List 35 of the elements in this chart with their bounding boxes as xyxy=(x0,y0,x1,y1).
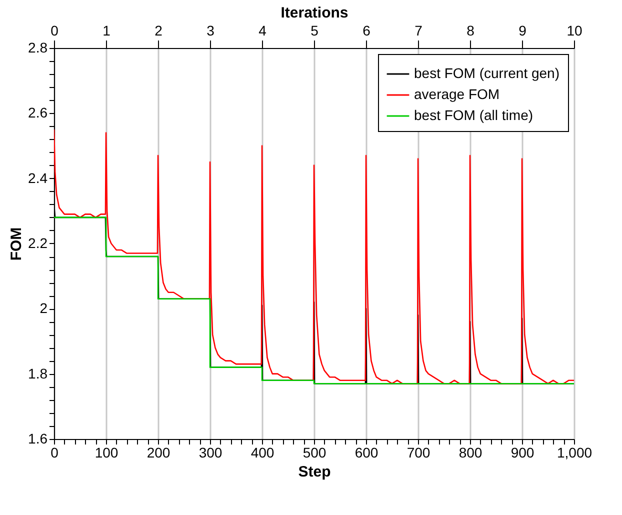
x-tick-label: 1,000 xyxy=(556,444,592,460)
x2-tick-label: 5 xyxy=(310,22,319,38)
x-tick-label: 300 xyxy=(198,444,222,460)
x2-tick-label: 7 xyxy=(414,22,423,38)
x2-tick-label: 4 xyxy=(258,22,267,38)
y-tick-label: 2.8 xyxy=(28,40,48,56)
y-tick-label: 1.6 xyxy=(28,430,48,446)
y-axis-title: FOM xyxy=(8,227,26,261)
y-tick-label: 2.4 xyxy=(28,170,48,186)
x-tick-label: 600 xyxy=(354,444,378,460)
x-tick-label: 100 xyxy=(94,444,118,460)
x-tick-label: 400 xyxy=(250,444,274,460)
legend-label: best FOM (current gen) xyxy=(414,65,560,81)
x2-tick-label: 1 xyxy=(102,22,111,38)
x-tick-label: 500 xyxy=(302,444,326,460)
x2-tick-label: 2 xyxy=(154,22,163,38)
x-tick-label: 0 xyxy=(50,444,59,460)
x2-tick-label: 3 xyxy=(206,22,215,38)
x2-tick-label: 9 xyxy=(518,22,527,38)
x2-tick-label: 8 xyxy=(466,22,475,38)
x-axis-title: Step xyxy=(298,464,331,480)
x2-tick-label: 6 xyxy=(362,22,371,38)
x-tick-label: 800 xyxy=(458,444,482,460)
y-tick-label: 2.2 xyxy=(28,235,48,251)
legend-label: best FOM (all time) xyxy=(414,107,534,123)
x-tick-label: 200 xyxy=(146,444,170,460)
x2-axis-title: Iterations xyxy=(280,4,348,22)
legend-label: average FOM xyxy=(414,86,500,102)
y-tick-label: 2.6 xyxy=(28,104,48,121)
y-tick-label: 2 xyxy=(40,300,48,316)
x-tick-label: 900 xyxy=(510,444,534,460)
x2-tick-label: 0 xyxy=(50,22,59,38)
x2-tick-label: 10 xyxy=(566,22,582,38)
y-tick-label: 1.8 xyxy=(28,365,48,382)
x-tick-label: 700 xyxy=(406,444,430,460)
